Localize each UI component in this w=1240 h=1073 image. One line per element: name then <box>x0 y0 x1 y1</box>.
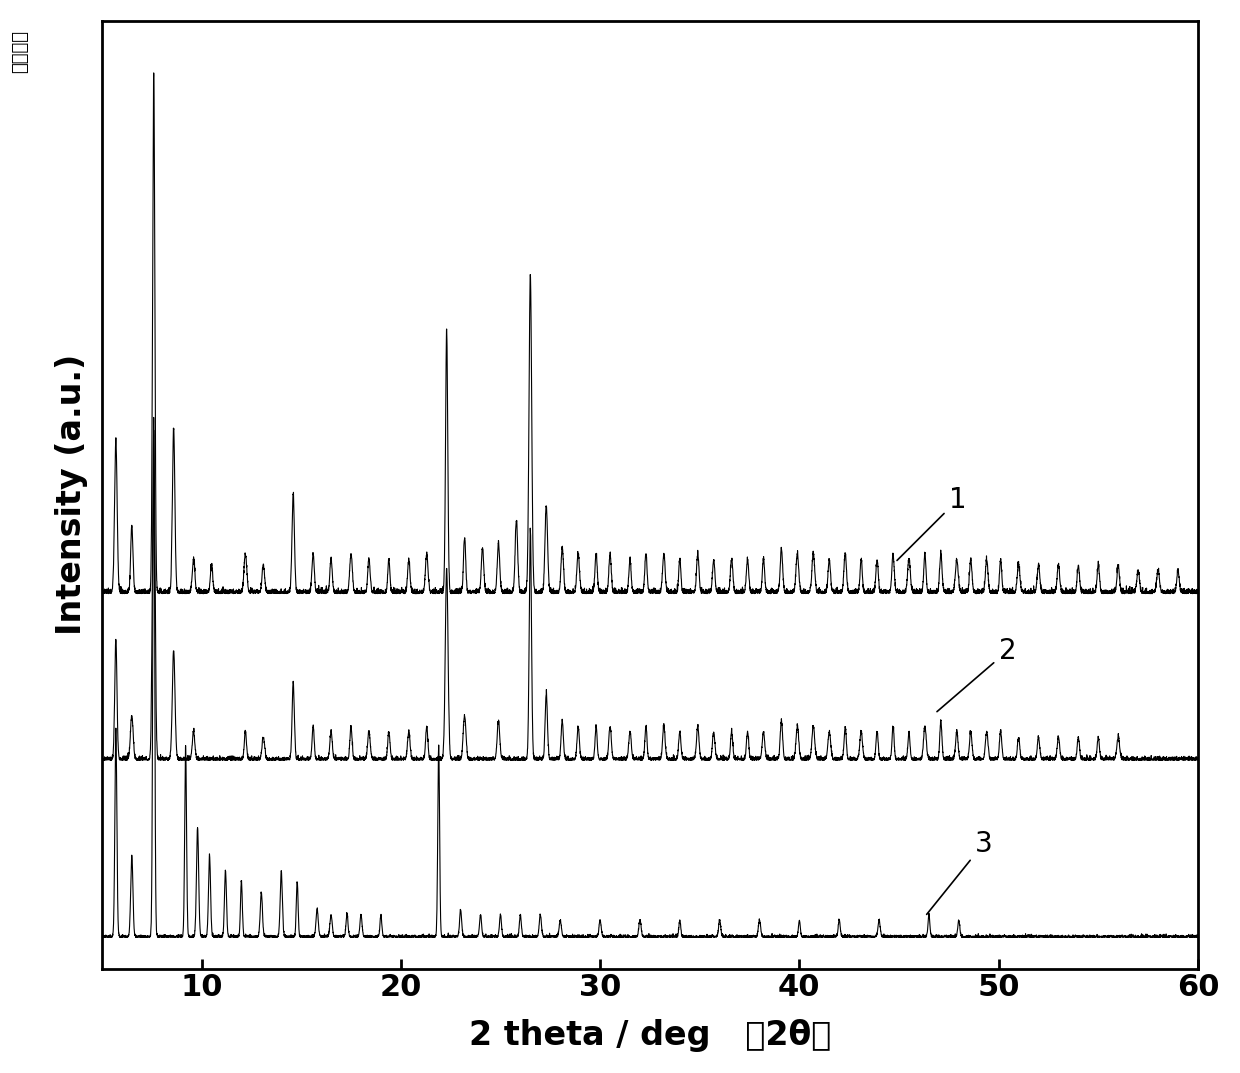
Text: 1: 1 <box>897 486 966 560</box>
X-axis label: 2 theta / deg   （2θ）: 2 theta / deg （2θ） <box>469 1019 831 1053</box>
Text: 2: 2 <box>937 637 1017 711</box>
Text: 3: 3 <box>926 829 992 914</box>
Y-axis label: Intensity (a.u.): Intensity (a.u.) <box>55 354 88 635</box>
Text: （强度）: （强度） <box>11 30 29 73</box>
